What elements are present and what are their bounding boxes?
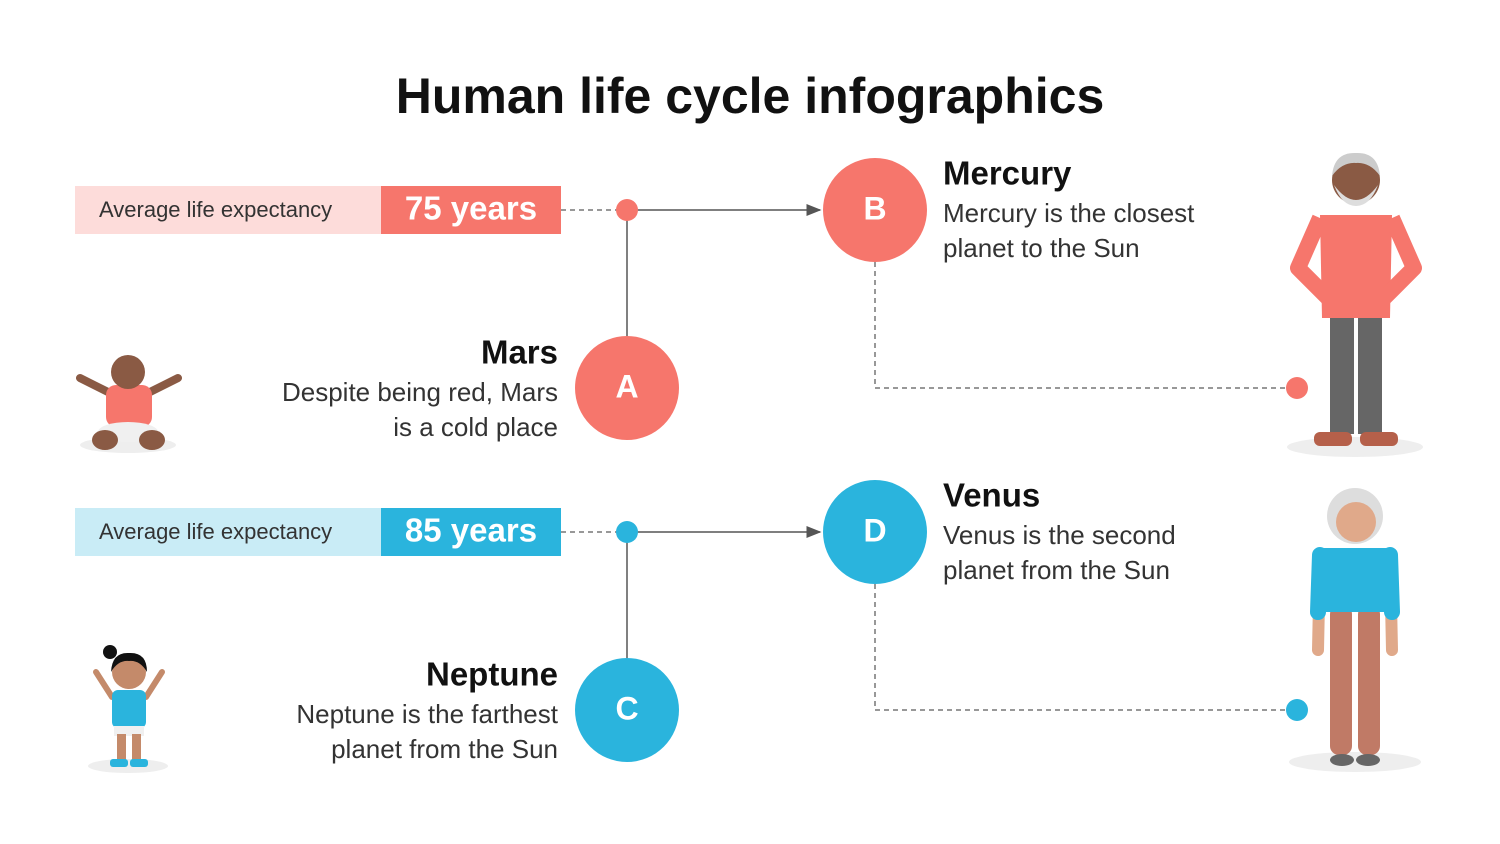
- illustration: [1314, 432, 1352, 446]
- dot: [1286, 377, 1308, 399]
- illustration: [1334, 185, 1378, 206]
- dot: [616, 199, 638, 221]
- illustration: [146, 374, 182, 396]
- node-text: planet from the Sun: [943, 555, 1170, 585]
- illustration: [111, 652, 147, 672]
- node-text: Venus is the second: [943, 520, 1176, 550]
- node: [575, 336, 679, 440]
- node-title: Mars: [481, 334, 558, 371]
- illustration: [1382, 547, 1400, 620]
- illustration: [93, 669, 115, 700]
- illustration: [1332, 152, 1380, 176]
- illustration: [112, 655, 146, 689]
- illustration: [143, 669, 165, 700]
- node-letter: C: [615, 690, 638, 726]
- node-text: Mercury is the closest: [943, 198, 1195, 228]
- dot: [616, 521, 638, 543]
- illustration: [106, 385, 152, 427]
- dot: [1286, 699, 1308, 721]
- illustration: [139, 430, 165, 450]
- node: [575, 658, 679, 762]
- connector: [874, 584, 1297, 711]
- node-title: Neptune: [426, 656, 558, 693]
- illustration: [1356, 754, 1380, 766]
- illustration: [1360, 432, 1398, 446]
- node-text: is a cold place: [393, 412, 558, 442]
- value-box: [381, 186, 561, 234]
- illustration: [130, 759, 148, 767]
- illustration: [103, 645, 117, 659]
- illustration: [92, 430, 118, 450]
- illustration: [1310, 547, 1328, 620]
- node-letter: D: [863, 512, 886, 548]
- illustration: [76, 374, 112, 396]
- connector: [874, 262, 1297, 389]
- label: Average life expectancy: [99, 197, 332, 222]
- node-letter: A: [615, 368, 638, 404]
- illustration: [88, 759, 168, 773]
- illustration: [1376, 214, 1422, 306]
- illustration: [114, 726, 144, 736]
- label-box: [75, 186, 381, 234]
- illustration: [1336, 502, 1376, 542]
- illustration: [1287, 437, 1423, 457]
- node-letter: B: [863, 190, 886, 226]
- illustration: [1289, 752, 1421, 772]
- label: Average life expectancy: [99, 519, 332, 544]
- illustration: [1358, 312, 1382, 434]
- node-title: Venus: [943, 477, 1040, 514]
- node-text: planet from the Sun: [331, 734, 558, 764]
- value: 75 years: [405, 190, 537, 227]
- node: [823, 158, 927, 262]
- illustration: [111, 355, 145, 389]
- value-box: [381, 508, 561, 556]
- illustration: [112, 690, 146, 728]
- node-text: planet to the Sun: [943, 233, 1140, 263]
- illustration: [1290, 214, 1336, 306]
- illustration: [1358, 605, 1380, 755]
- illustration: [1318, 548, 1392, 612]
- illustration: [1332, 156, 1380, 204]
- label-box: [75, 508, 381, 556]
- illustration: [1330, 312, 1354, 434]
- title: Human life cycle infographics: [396, 68, 1105, 124]
- illustration: [1330, 605, 1352, 755]
- node-text: Neptune is the farthest: [296, 699, 558, 729]
- value: 85 years: [405, 512, 537, 549]
- node: [823, 480, 927, 584]
- illustration: [1330, 754, 1354, 766]
- illustration: [117, 734, 126, 762]
- node-title: Mercury: [943, 155, 1072, 192]
- node-text: Despite being red, Mars: [282, 377, 558, 407]
- illustration: [132, 734, 141, 762]
- illustration: [110, 759, 128, 767]
- illustration: [1320, 215, 1392, 318]
